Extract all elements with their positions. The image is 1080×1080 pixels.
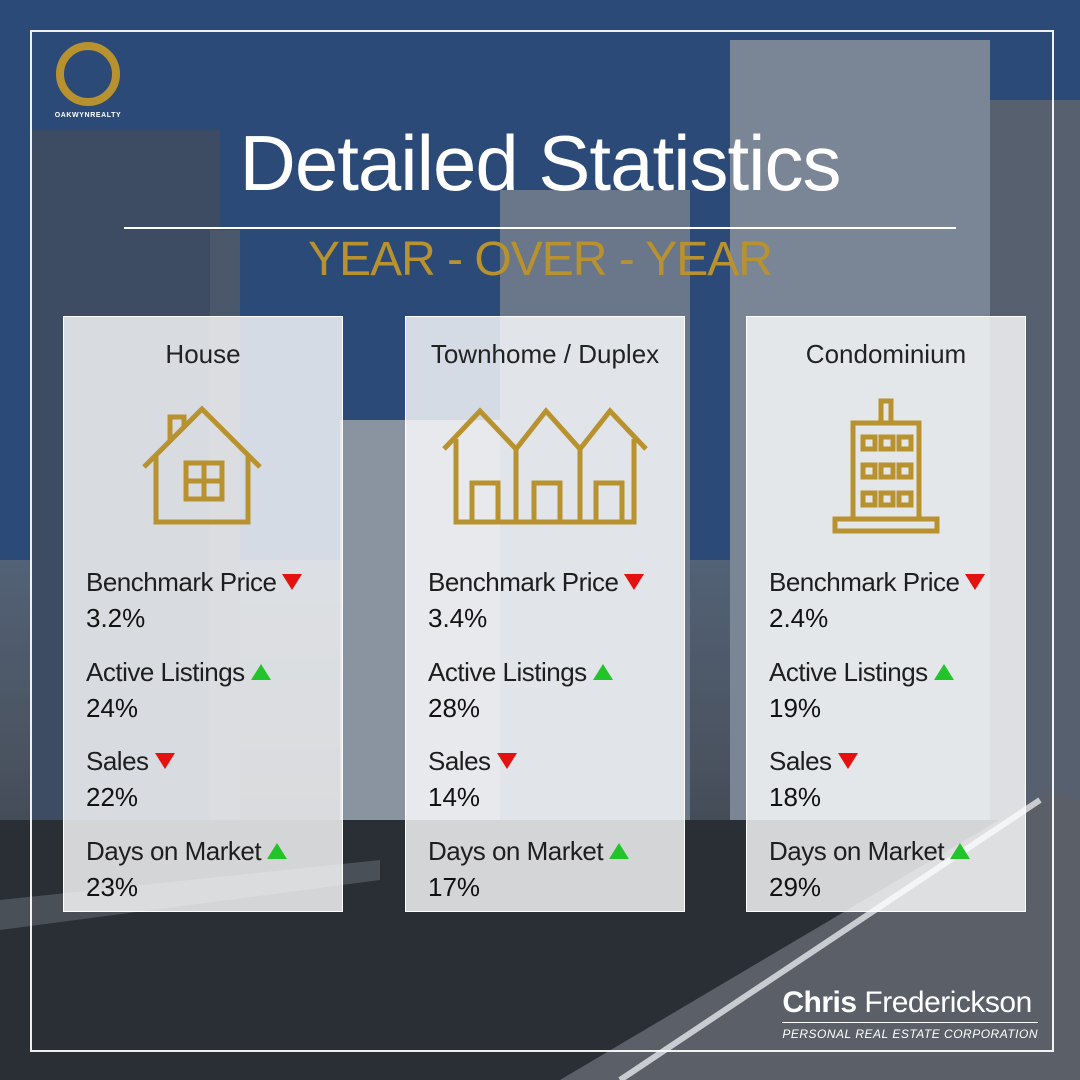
arrow-down-icon [154, 753, 175, 770]
metric-days-on-market: Days on Market 17% [428, 836, 678, 902]
metric-days-on-market: Days on Market 29% [769, 836, 1019, 902]
metric-days-on-market: Days on Market 23% [86, 836, 336, 902]
arrow-up-icon [950, 843, 971, 860]
arrow-down-icon [837, 753, 858, 770]
metric-value: 3.4% [428, 603, 488, 633]
metric-active-listings: Active Listings 24% [86, 657, 336, 723]
metric-label: Days on Market [428, 836, 604, 866]
card-title: Condominium [805, 339, 967, 369]
agent-last-name: Frederickson [864, 986, 1032, 1019]
card-condominium: Condominium Ben [746, 316, 1026, 912]
metric-label: Sales [769, 746, 832, 776]
metric-active-listings: Active Listings 28% [428, 657, 678, 723]
logo-ring-icon [56, 42, 120, 106]
metric-value: 17% [428, 872, 481, 902]
metric-label: Days on Market [86, 836, 262, 866]
metric-benchmark-price: Benchmark Price 3.4% [428, 567, 678, 633]
card-townhome: Townhome / Duplex Benchmark Price 3.4% A… [405, 316, 685, 912]
condo-icon [747, 397, 1025, 537]
metric-label: Days on Market [769, 836, 945, 866]
metric-value: 18% [769, 782, 822, 812]
card-title: House [165, 339, 241, 369]
metric-sales: Sales 18% [769, 746, 1019, 812]
metric-label: Sales [86, 746, 149, 776]
metric-active-listings: Active Listings 19% [769, 657, 1019, 723]
arrow-up-icon [267, 843, 288, 860]
metric-sales: Sales 22% [86, 746, 336, 812]
agent-signature: Chris Frederickson PERSONAL REAL ESTATE … [782, 988, 1038, 1041]
brand-logo: OAKWYNREALTY [50, 42, 126, 119]
metric-label: Sales [428, 746, 491, 776]
metric-benchmark-price: Benchmark Price 2.4% [769, 567, 1019, 633]
metric-value: 2.4% [769, 603, 829, 633]
arrow-down-icon [496, 753, 517, 770]
arrow-down-icon [965, 574, 986, 591]
metric-label: Active Listings [86, 657, 245, 687]
page-subtitle: YEAR - OVER - YEAR [308, 233, 773, 286]
metric-value: 14% [428, 782, 481, 812]
metric-label: Benchmark Price [428, 567, 619, 597]
arrow-up-icon [933, 664, 954, 681]
white-frame [30, 30, 1054, 1052]
metric-label: Active Listings [428, 657, 587, 687]
title-divider [124, 227, 956, 229]
metric-value: 24% [86, 693, 139, 723]
metric-benchmark-price: Benchmark Price 3.2% [86, 567, 336, 633]
arrow-down-icon [624, 574, 645, 591]
agent-name: Chris Frederickson [782, 988, 1038, 1018]
arrow-up-icon [609, 843, 630, 860]
house-icon [64, 397, 342, 537]
arrow-up-icon [592, 664, 613, 681]
metric-label: Benchmark Price [86, 567, 277, 597]
arrow-up-icon [250, 664, 271, 681]
card-house: House Benchmark Price 3.2% Active Listin… [63, 316, 343, 912]
metric-label: Active Listings [769, 657, 928, 687]
metric-value: 23% [86, 872, 139, 902]
metric-value: 3.2% [86, 603, 146, 633]
metric-value: 22% [86, 782, 139, 812]
signature-divider [782, 1022, 1038, 1023]
metric-value: 28% [428, 693, 481, 723]
card-title: Townhome / Duplex [430, 339, 660, 369]
townhome-icon [406, 397, 684, 537]
agent-tagline: PERSONAL REAL ESTATE CORPORATION [782, 1027, 1038, 1041]
metric-value: 19% [769, 693, 822, 723]
page-title: Detailed Statistics [239, 119, 842, 207]
metric-sales: Sales 14% [428, 746, 678, 812]
arrow-down-icon [282, 574, 303, 591]
agent-first-name: Chris [782, 986, 857, 1019]
metric-value: 29% [769, 872, 822, 902]
logo-text: OAKWYNREALTY [54, 112, 122, 119]
metric-label: Benchmark Price [769, 567, 960, 597]
